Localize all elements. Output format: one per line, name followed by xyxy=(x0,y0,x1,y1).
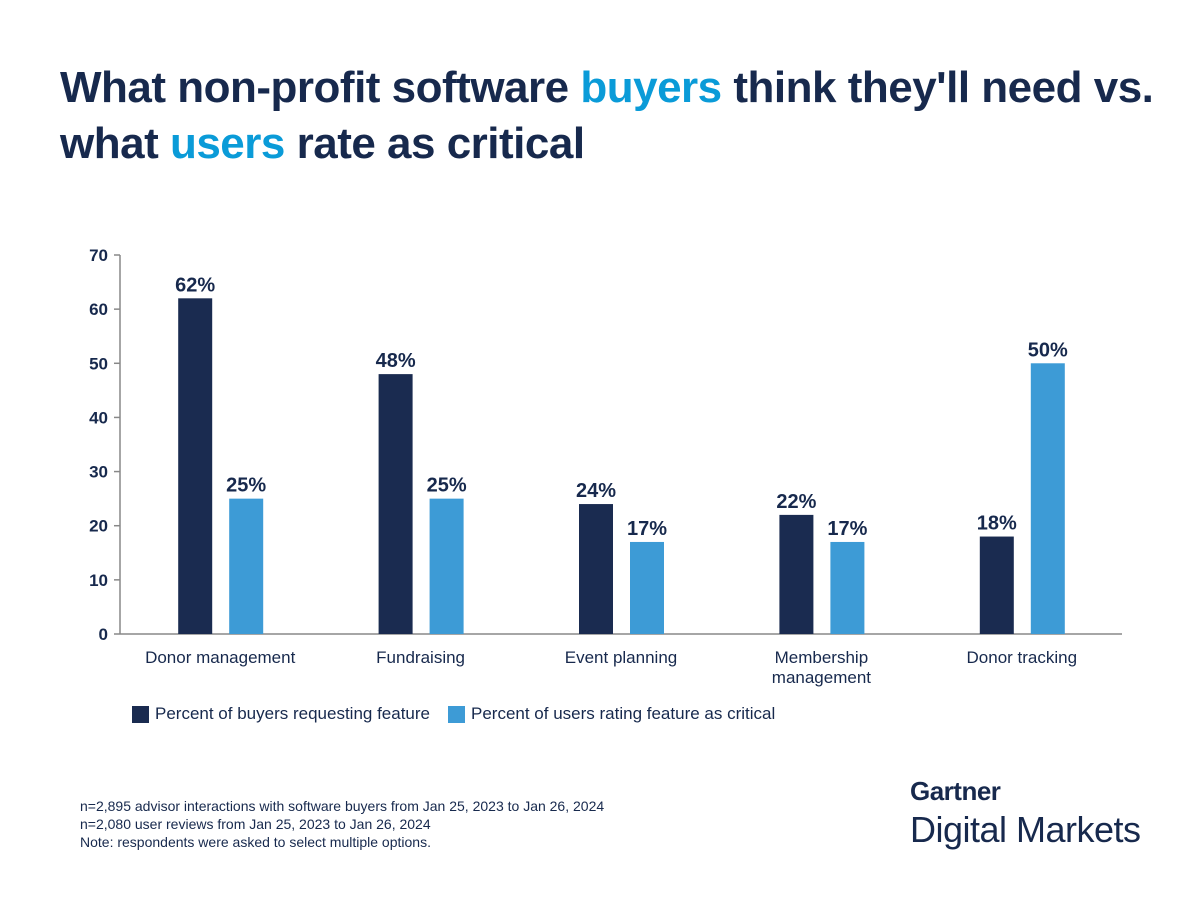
bar xyxy=(979,536,1014,634)
data-label: 48% xyxy=(376,350,416,372)
x-tick-label: Donor tracking xyxy=(967,648,1078,667)
data-label: 18% xyxy=(977,513,1017,535)
x-tick-label: Event planning xyxy=(565,648,677,667)
y-tick-label: 60 xyxy=(89,300,108,319)
bar xyxy=(830,541,865,634)
chart-title: What non-profit software buyers think th… xyxy=(60,63,1154,168)
bar xyxy=(229,498,264,634)
legend-label: Percent of buyers requesting feature xyxy=(155,704,430,723)
legend-swatch xyxy=(448,705,465,723)
y-tick-label: 0 xyxy=(99,625,108,644)
legend-label: Percent of users rating feature as criti… xyxy=(471,704,776,723)
bar xyxy=(579,504,613,634)
data-label: 25% xyxy=(427,475,467,497)
y-tick-label: 50 xyxy=(89,354,108,373)
x-tick-label: Donor management xyxy=(145,648,296,667)
footnotes: n=2,895 advisor interactions with softwa… xyxy=(80,797,604,851)
bar xyxy=(378,374,413,634)
legend-item-users: Percent of users rating feature as criti… xyxy=(448,704,775,724)
note: Note: respondents were asked to select m… xyxy=(80,834,431,850)
legend-item-buyers: Percent of buyers requesting feature xyxy=(132,704,430,724)
gartner-logo: Gartner Digital Markets xyxy=(910,776,1141,851)
legend-swatch xyxy=(132,705,149,723)
data-label: 17% xyxy=(827,518,867,540)
note: n=2,080 user reviews from Jan 25, 2023 t… xyxy=(80,816,431,832)
bar xyxy=(178,298,213,634)
logo-sub: Digital Markets xyxy=(910,809,1141,850)
data-label: 24% xyxy=(576,480,616,502)
note: n=2,895 advisor interactions with softwa… xyxy=(80,798,605,814)
data-label: 22% xyxy=(776,491,816,513)
data-label: 62% xyxy=(175,274,215,296)
x-tick-label: Membership xyxy=(775,648,869,667)
bar xyxy=(779,514,814,634)
y-tick-label: 10 xyxy=(89,571,108,590)
bar xyxy=(1030,363,1065,634)
bar xyxy=(429,498,464,634)
x-tick-label: Fundraising xyxy=(376,648,465,667)
y-tick-label: 30 xyxy=(89,463,108,482)
data-label: 17% xyxy=(627,518,667,540)
logo-brand: Gartner xyxy=(910,776,1001,806)
y-tick-label: 20 xyxy=(89,517,108,536)
data-label: 50% xyxy=(1028,339,1068,361)
legend: Percent of buyers requesting feature Per… xyxy=(132,704,775,724)
bar xyxy=(630,541,664,634)
y-tick-label: 40 xyxy=(89,408,108,427)
data-label: 25% xyxy=(226,475,266,497)
x-tick-label: management xyxy=(772,668,872,687)
y-tick-label: 70 xyxy=(89,246,108,265)
